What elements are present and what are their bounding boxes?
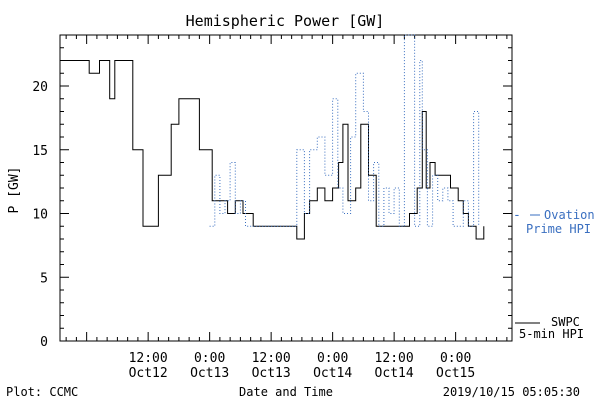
y-tick-label: 10	[32, 208, 48, 223]
x-tick-label-time: 0:00	[194, 351, 225, 366]
series-ovation-line	[209, 34, 480, 227]
x-tick-label-date: Oct14	[313, 366, 352, 381]
x-tick-label-date: Oct13	[190, 366, 229, 381]
x-tick-label-date: Oct13	[252, 366, 291, 381]
y-tick-label: 5	[40, 271, 48, 286]
legend-swpc-label-2: 5-min HPI	[519, 327, 584, 341]
x-axis-label: Date and Time	[239, 385, 333, 399]
legend-ovation-label-1: Ovation	[544, 208, 595, 222]
legend-ovation-dash: -	[513, 208, 521, 223]
x-tick-label-date: Oct12	[129, 366, 168, 381]
x-tick-label-time: 12:00	[375, 351, 414, 366]
x-tick-label-time: 0:00	[440, 351, 471, 366]
plot-credit: Plot: CCMC	[6, 385, 78, 399]
x-tick-label-time: 12:00	[129, 351, 168, 366]
y-axis-label: P [GW]	[7, 167, 22, 214]
x-tick-label-time: 12:00	[252, 351, 291, 366]
x-axis-ticks: 12:00Oct120:00Oct1312:00Oct130:00Oct1412…	[65, 35, 508, 381]
y-tick-label: 15	[32, 144, 48, 159]
y-axis-ticks: 0 5 10 15 20	[32, 34, 512, 350]
y-tick-label: 20	[32, 80, 48, 95]
legend-ovation-label-2: Prime HPI	[526, 222, 591, 236]
chart-title: Hemispheric Power [GW]	[186, 12, 385, 30]
x-tick-label-date: Oct14	[375, 366, 414, 381]
legend: - Ovation Prime HPI SWPC 5-min HPI	[513, 208, 595, 341]
x-tick-label-time: 0:00	[317, 351, 348, 366]
x-tick-label-date: Oct15	[436, 366, 475, 381]
plot-timestamp: 2019/10/15 05:05:30	[443, 385, 580, 399]
series-swpc-line	[60, 60, 485, 240]
legend-swpc-label-1: SWPC	[551, 315, 580, 329]
series-group	[60, 34, 485, 240]
y-tick-label: 0	[40, 335, 48, 350]
